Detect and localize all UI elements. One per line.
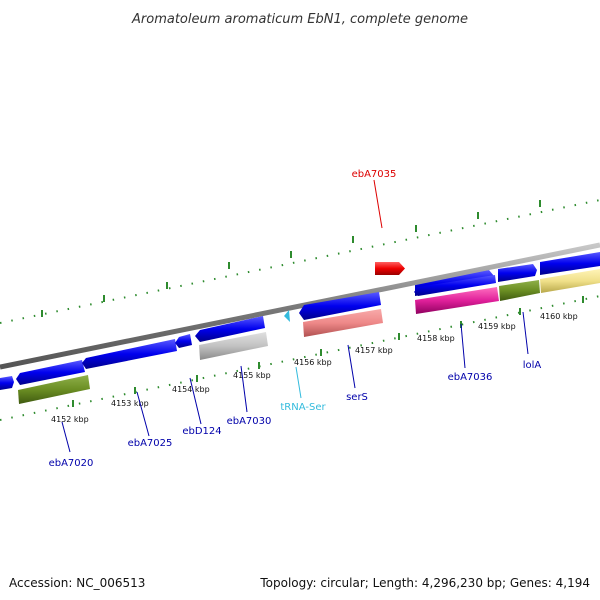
topology-summary-text: Topology: circular; Length: 4,296,230 bp… (259, 576, 590, 590)
inner-tick-ring (0, 295, 600, 421)
scale-label: 4152 kbp (51, 415, 89, 424)
gene-label-ebA7030[interactable]: ebA7030 (227, 416, 272, 427)
feature-reverse-cds[interactable] (195, 316, 265, 342)
gene-label-ebA7036[interactable]: ebA7036 (448, 372, 493, 383)
scale-label: 4155 kbp (233, 371, 271, 380)
gene-label-ebA7020[interactable]: ebA7020 (49, 458, 94, 469)
feature-reverse-cds[interactable] (299, 292, 381, 320)
feature-serS-salmon[interactable] (303, 309, 383, 337)
gene-label-lolA[interactable]: lolA (523, 360, 542, 371)
feature-reverse-cds[interactable] (175, 334, 192, 348)
scale-label: 4154 kbp (172, 385, 210, 394)
scale-label: 4157 kbp (355, 346, 393, 355)
feature-ebD124-gray[interactable] (199, 332, 268, 360)
gene-label-ebA7035[interactable]: ebA7035 (352, 169, 397, 180)
backbone-line (0, 242, 600, 370)
leader-ebA7025 (136, 391, 150, 437)
scale-label: 4159 kbp (478, 322, 516, 331)
feature-reverse-cds[interactable] (414, 275, 496, 296)
gene-label-ebD124[interactable]: ebD124 (182, 426, 221, 437)
leader-tRNA-Ser (295, 366, 302, 399)
scale-label: 4158 kbp (417, 334, 455, 343)
leader-ebA7036 (460, 323, 466, 369)
feature-yellow[interactable] (540, 269, 600, 293)
accession-text: Accession: NC_006513 (9, 576, 145, 590)
leader-ebD124 (189, 377, 202, 425)
map-title: Aromatoleum aromaticum EbN1, complete ge… (131, 12, 468, 27)
gene-label-ebA7025[interactable]: ebA7025 (128, 438, 173, 449)
leader-lolA (522, 311, 529, 355)
feature-lolA-olive[interactable] (499, 280, 540, 301)
scale-label: 4156 kbp (294, 358, 332, 367)
gene-label-tRNA-Ser[interactable]: tRNA-Ser (280, 402, 326, 413)
feature-tRNA-Ser-arrow[interactable] (284, 310, 290, 322)
outer-tick-ring (0, 199, 600, 324)
gene-label-serS[interactable]: serS (346, 392, 368, 403)
leader-serS (347, 344, 356, 389)
genome-backbone (0, 242, 600, 370)
leader-ebA7035 (373, 179, 383, 229)
scale-label: 4160 kbp (540, 312, 578, 321)
feature-ebA7035-arrow[interactable] (375, 262, 405, 275)
leader-lines (61, 179, 529, 453)
feature-reverse-cds[interactable] (82, 339, 177, 369)
leader-ebA7020 (61, 421, 71, 453)
feature-reverse-cds[interactable] (0, 376, 14, 390)
leader-ebA7030 (240, 365, 248, 413)
feature-reverse-cds[interactable] (16, 360, 85, 385)
feature-forward-cds[interactable] (498, 264, 537, 282)
feature-forward-cds[interactable] (540, 252, 600, 275)
feature-ebA7036-pink[interactable] (415, 287, 499, 314)
feature-ebA7020-olive[interactable] (18, 375, 90, 404)
scale-label: 4153 kbp (111, 399, 149, 408)
